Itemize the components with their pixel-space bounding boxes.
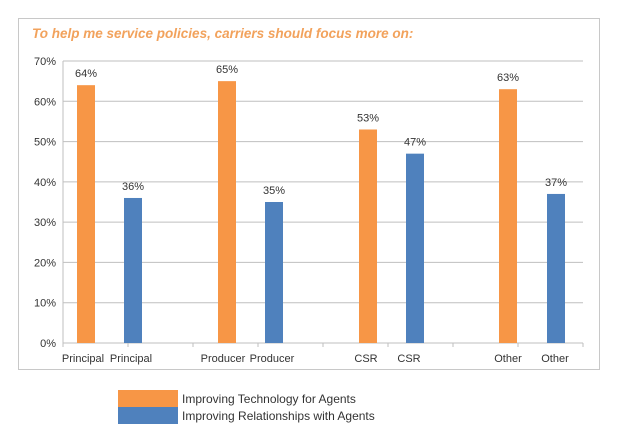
data-label: 47% <box>404 137 426 149</box>
data-label: 64% <box>75 68 97 80</box>
bar-csr-technology <box>359 129 377 343</box>
legend-swatch-relationships <box>118 407 178 424</box>
bar-csr-relationships <box>406 153 424 343</box>
x-tick-label: Other <box>541 353 569 365</box>
data-label: 63% <box>497 72 519 84</box>
data-label: 53% <box>357 112 379 124</box>
x-tick-label: Principal <box>110 353 152 365</box>
x-tick-label: Producer <box>201 353 246 365</box>
bar-principal-technology <box>77 85 95 344</box>
legend-label-technology: Improving Technology for Agents <box>182 391 356 406</box>
legend-swatch-technology <box>118 390 178 407</box>
y-tick-label: 70% <box>34 56 56 68</box>
bar-producer-technology <box>218 81 236 344</box>
y-tick-label: 20% <box>34 257 56 269</box>
bar-producer-relationships <box>265 202 283 343</box>
chart-title: To help me service policies, carriers sh… <box>32 26 414 41</box>
legend-item-technology: Improving Technology for Agents <box>118 390 375 407</box>
chart-legend: Improving Technology for Agents Improvin… <box>118 390 375 424</box>
bar-other-technology <box>499 89 517 343</box>
x-tick-label: Principal <box>62 353 104 365</box>
bar-principal-relationships <box>124 197 142 343</box>
data-label: 35% <box>263 185 285 197</box>
x-tick-label: CSR <box>354 353 377 365</box>
x-tick-label: CSR <box>397 353 420 365</box>
x-tick-label: Producer <box>250 353 295 365</box>
data-label: 65% <box>216 64 238 76</box>
y-tick-label: 0% <box>40 338 56 350</box>
y-tick-label: 60% <box>34 96 56 108</box>
data-label: 36% <box>122 181 144 193</box>
legend-item-relationships: Improving Relationships with Agents <box>118 407 375 424</box>
x-tick-label: Other <box>494 353 522 365</box>
y-tick-label: 30% <box>34 217 56 229</box>
y-tick-label: 40% <box>34 177 56 189</box>
y-tick-label: 50% <box>34 137 56 149</box>
data-label: 37% <box>545 177 567 189</box>
y-tick-label: 10% <box>34 298 56 310</box>
legend-label-relationships: Improving Relationships with Agents <box>182 408 375 423</box>
bar-other-relationships <box>547 193 565 343</box>
